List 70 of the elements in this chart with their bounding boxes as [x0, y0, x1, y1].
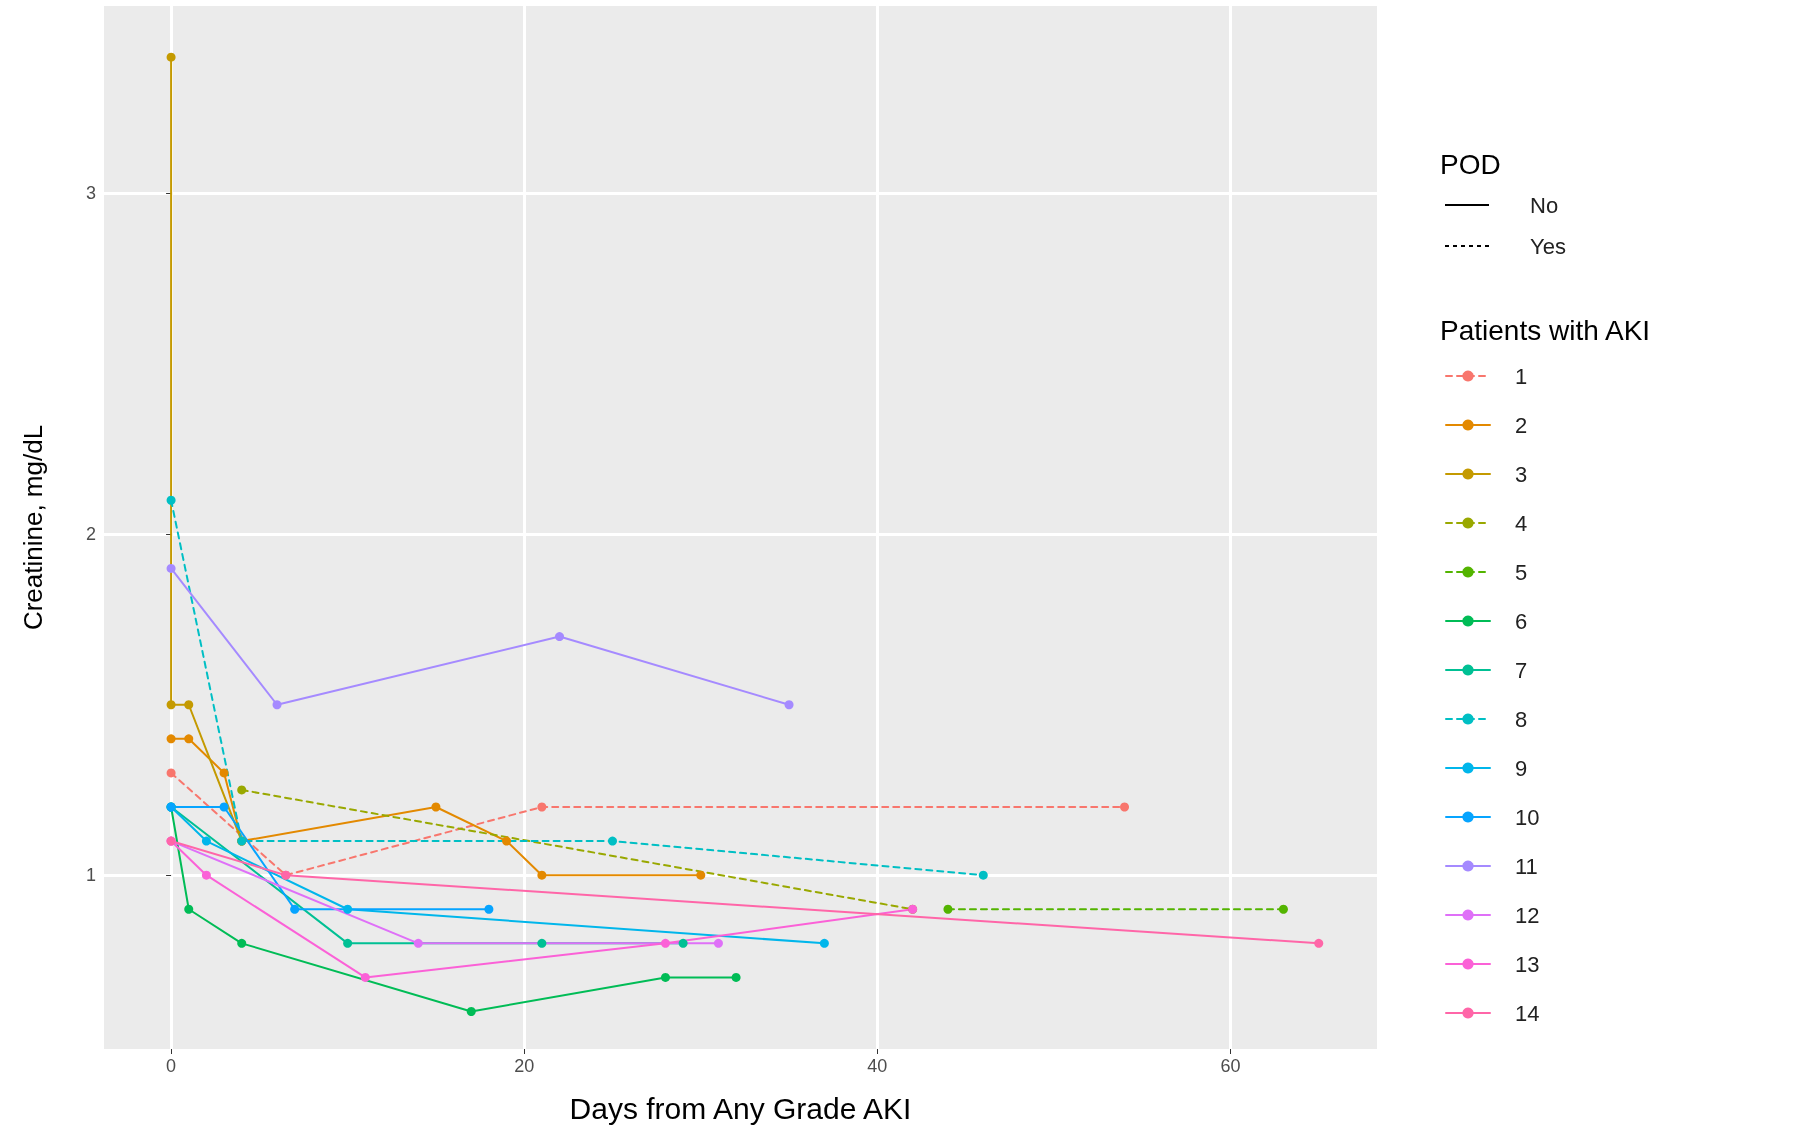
point — [237, 938, 247, 948]
y-axis-title: Creatinine, mg/dL — [18, 424, 48, 631]
point — [1120, 802, 1130, 812]
legend-label: 13 — [1515, 951, 1540, 977]
legend-label: 8 — [1515, 706, 1528, 732]
point — [360, 972, 370, 982]
point — [166, 768, 176, 778]
point — [166, 495, 176, 505]
y-tick-label: 1 — [85, 865, 96, 886]
point — [555, 632, 565, 642]
point — [166, 563, 176, 573]
point — [184, 700, 194, 710]
y-tick-label: 2 — [85, 524, 96, 545]
point — [678, 938, 688, 948]
point — [237, 785, 247, 795]
point — [201, 836, 211, 846]
legend-label: 7 — [1515, 657, 1528, 683]
point — [413, 938, 423, 948]
point — [484, 904, 494, 914]
point — [537, 870, 547, 880]
x-tick-label: 40 — [867, 1056, 888, 1076]
legend-label: 10 — [1515, 804, 1540, 830]
point — [184, 734, 194, 744]
point — [219, 802, 229, 812]
point — [184, 904, 194, 914]
point — [660, 972, 670, 982]
x-tick-label: 0 — [166, 1056, 177, 1076]
point — [978, 870, 988, 880]
legend-label: 2 — [1515, 412, 1528, 438]
point — [166, 734, 176, 744]
legend-label: Yes — [1530, 233, 1566, 259]
text: Patients with AKI — [1440, 314, 1651, 346]
legend-label: 4 — [1515, 510, 1528, 536]
point — [537, 802, 547, 812]
x-axis-title: Days from Any Grade AKI — [569, 1091, 912, 1125]
point — [431, 802, 441, 812]
legend-label: 5 — [1515, 559, 1528, 585]
point — [272, 700, 282, 710]
point — [784, 700, 794, 710]
point — [819, 938, 829, 948]
point — [1278, 904, 1288, 914]
point — [343, 938, 353, 948]
legend-label: 12 — [1515, 902, 1540, 928]
y-tick-label: 3 — [85, 183, 96, 204]
point — [166, 700, 176, 710]
point — [696, 870, 706, 880]
point — [343, 904, 353, 914]
point — [201, 870, 211, 880]
point — [943, 904, 953, 914]
point — [608, 836, 617, 846]
point — [502, 836, 512, 846]
point — [219, 768, 229, 778]
legend-label: 9 — [1515, 755, 1528, 781]
legend-label: 11 — [1515, 853, 1538, 879]
text: POD — [1440, 148, 1501, 180]
x-tick-label: 20 — [514, 1056, 535, 1076]
legend-label: 3 — [1515, 461, 1528, 487]
legend-label: 14 — [1515, 1000, 1540, 1026]
point — [466, 1007, 476, 1016]
legend-label: 1 — [1515, 363, 1528, 389]
legend-label: 6 — [1515, 608, 1528, 634]
legend-label: No — [1530, 192, 1559, 218]
point — [290, 904, 300, 914]
point — [1314, 938, 1324, 948]
x-tick-label: 60 — [1220, 1056, 1241, 1076]
point — [731, 972, 741, 982]
point — [660, 938, 670, 948]
point — [713, 938, 723, 948]
point — [537, 938, 547, 948]
point — [166, 52, 176, 62]
